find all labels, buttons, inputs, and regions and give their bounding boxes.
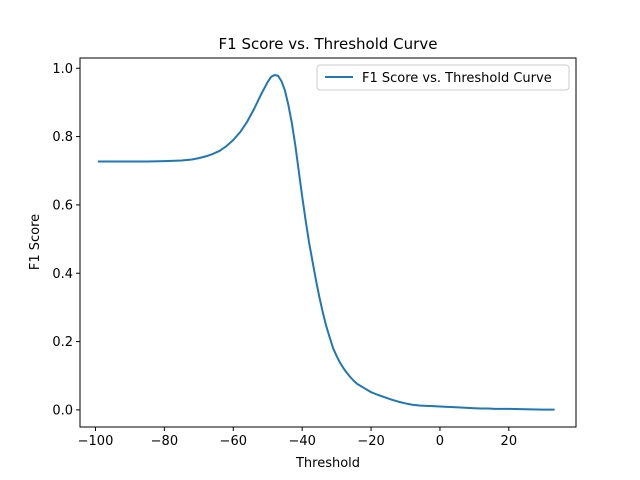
axes-frame	[79, 57, 577, 428]
series-line-0	[97, 74, 555, 411]
y-axis-label: F1 Score	[28, 214, 43, 270]
legend-label: F1 Score vs. Threshold Curve	[362, 71, 552, 86]
x-tick-label: −100	[78, 434, 114, 449]
x-tick-label: −40	[288, 434, 315, 449]
legend: F1 Score vs. Threshold Curve	[316, 64, 570, 91]
y-tick-label: 0.6	[52, 198, 73, 213]
x-axis: −100 −80 −60 −40 −20 0 20	[78, 427, 517, 449]
y-tick-label: 0.4	[52, 267, 73, 282]
x-tick-label: 20	[501, 434, 518, 449]
x-tick-label: 0	[436, 434, 444, 449]
y-tick-label: 0.0	[52, 403, 73, 418]
legend-box	[316, 64, 570, 91]
plot-area	[97, 74, 555, 411]
x-tick-label: −60	[220, 434, 247, 449]
x-tick-label: −80	[151, 434, 178, 449]
y-tick-label: 0.8	[52, 130, 73, 145]
chart-title: F1 Score vs. Threshold Curve	[219, 35, 438, 53]
y-tick-label: 0.2	[52, 335, 73, 350]
y-axis: 0.0 0.2 0.4 0.6 0.8 1.0	[52, 62, 80, 418]
x-axis-label: Threshold	[295, 456, 360, 471]
x-tick-label: −20	[357, 434, 384, 449]
y-tick-label: 1.0	[52, 62, 73, 77]
